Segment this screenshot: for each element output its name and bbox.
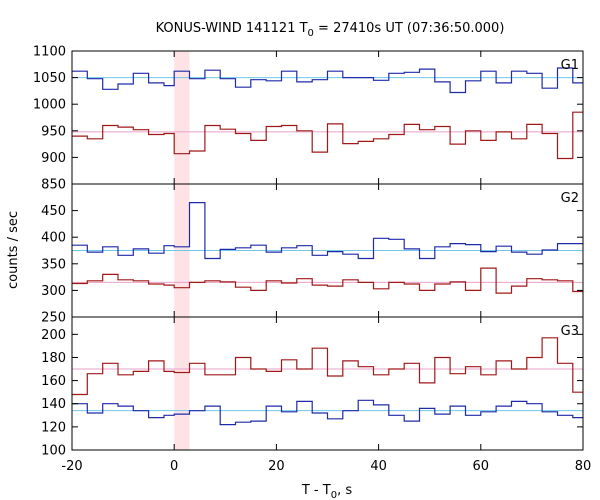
panel-g1-series-0 <box>72 67 583 94</box>
y-tick-label: 100 <box>41 444 66 459</box>
y-tick-label: 250 <box>41 311 66 326</box>
panel-g3-series-1 <box>72 399 583 426</box>
y-tick-label: 1100 <box>33 45 66 60</box>
x-tick-label: 80 <box>575 459 592 474</box>
y-tick-label: 350 <box>41 257 66 272</box>
y-tick-label: 1000 <box>33 98 66 113</box>
panel-g3-series-0 <box>72 337 583 396</box>
x-tick-label: 60 <box>473 459 490 474</box>
y-tick-label: 900 <box>41 151 66 166</box>
chart-title: KONUS-WIND 141121 T0 = 27410s UT (07:36:… <box>156 21 505 39</box>
y-tick-label: 850 <box>41 178 66 193</box>
y-tick-label: 1050 <box>33 71 66 86</box>
panel-g2-series-0 <box>72 202 583 260</box>
panel-label-g3: G3 <box>561 324 579 339</box>
y-tick-label: 950 <box>41 124 66 139</box>
x-tick-label: 20 <box>268 459 285 474</box>
panel-g1-series-1 <box>72 111 583 160</box>
x-axis-label: T - T0, s <box>301 483 352 500</box>
x-tick-label: 40 <box>370 459 387 474</box>
panel-g3-frame <box>71 316 584 451</box>
plot-area: 850900950100010501100G1250300350400450G2… <box>33 45 591 475</box>
y-tick-label: 160 <box>41 374 66 389</box>
y-tick-label: 400 <box>41 231 66 246</box>
y-tick-label: 450 <box>41 204 66 219</box>
y-tick-label: 140 <box>41 397 66 412</box>
x-tick-label: -20 <box>61 459 82 474</box>
panel-g2-series-1 <box>72 267 583 294</box>
x-tick-label: 0 <box>170 459 178 474</box>
y-axis-label: counts / sec <box>6 211 21 289</box>
y-tick-label: 200 <box>41 328 66 343</box>
y-tick-label: 300 <box>41 284 66 299</box>
y-tick-label: 180 <box>41 351 66 366</box>
panel-label-g2: G2 <box>561 191 579 206</box>
panel-label-g1: G1 <box>561 58 579 73</box>
y-tick-label: 120 <box>41 420 66 435</box>
